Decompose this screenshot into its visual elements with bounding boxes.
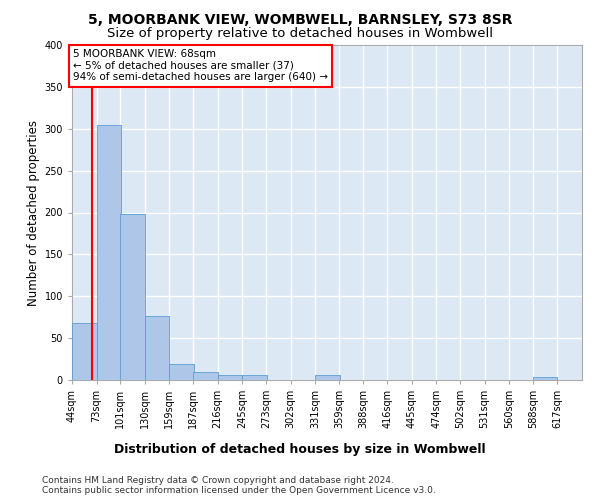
Text: Contains HM Land Registry data © Crown copyright and database right 2024.
Contai: Contains HM Land Registry data © Crown c… — [42, 476, 436, 495]
Text: Distribution of detached houses by size in Wombwell: Distribution of detached houses by size … — [114, 442, 486, 456]
Bar — [120, 214, 145, 380]
Bar — [533, 376, 557, 380]
Y-axis label: Number of detached properties: Number of detached properties — [27, 120, 40, 306]
Bar — [169, 364, 194, 380]
Bar — [193, 372, 218, 380]
Text: 5, MOORBANK VIEW, WOMBWELL, BARNSLEY, S73 8SR: 5, MOORBANK VIEW, WOMBWELL, BARNSLEY, S7… — [88, 12, 512, 26]
Text: Size of property relative to detached houses in Wombwell: Size of property relative to detached ho… — [107, 28, 493, 40]
Bar — [145, 316, 169, 380]
Text: 5 MOORBANK VIEW: 68sqm
← 5% of detached houses are smaller (37)
94% of semi-deta: 5 MOORBANK VIEW: 68sqm ← 5% of detached … — [73, 49, 328, 82]
Bar — [218, 375, 242, 380]
Bar — [97, 124, 121, 380]
Bar — [315, 375, 340, 380]
Bar — [242, 375, 267, 380]
Bar — [72, 323, 97, 380]
